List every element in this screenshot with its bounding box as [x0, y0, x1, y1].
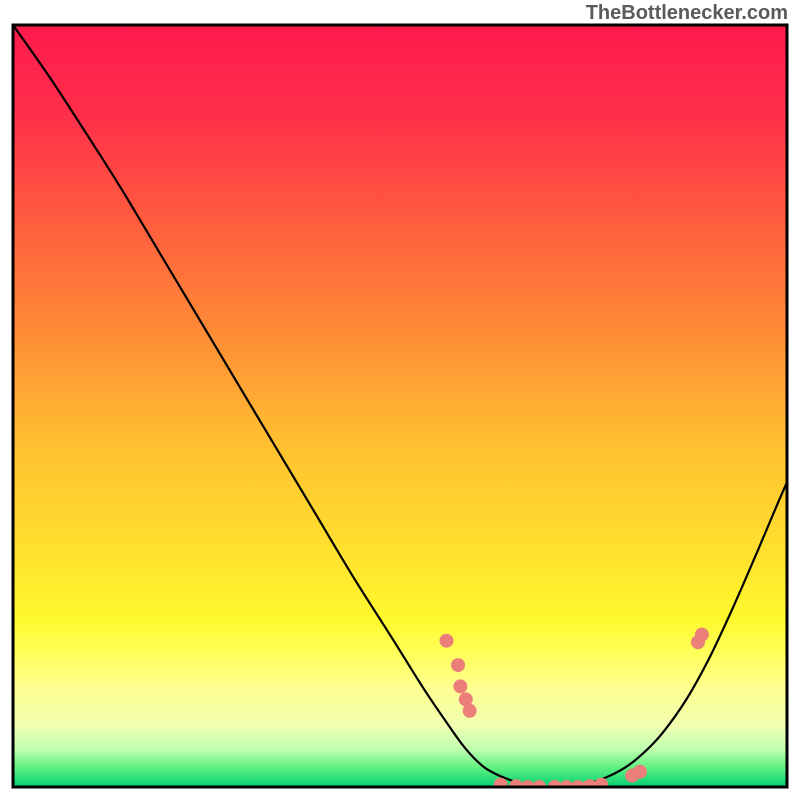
gradient-background — [13, 25, 787, 787]
data-marker — [463, 704, 477, 718]
data-marker — [494, 778, 508, 792]
chart-svg — [0, 0, 800, 800]
bottleneck-chart: TheBottlenecker.com — [0, 0, 800, 800]
data-marker — [695, 628, 709, 642]
data-marker — [594, 778, 608, 792]
data-marker — [633, 765, 647, 779]
data-marker — [451, 658, 465, 672]
data-marker — [439, 634, 453, 648]
data-marker — [453, 679, 467, 693]
attribution-text: TheBottlenecker.com — [586, 2, 788, 25]
